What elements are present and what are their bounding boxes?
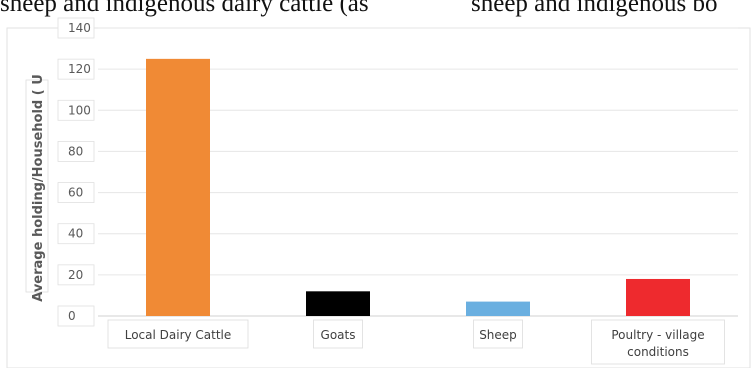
tick-label-box [57,182,95,203]
bar [626,278,690,316]
category-label-box [473,319,523,349]
x-category-label: Poultry - village [611,328,704,342]
y-tick-label: 140 [68,21,91,35]
bar [146,58,210,316]
y-tick-label: 120 [68,62,91,76]
y-axis-title: Average holding/Household ( U [25,74,49,302]
tick-label-box [57,305,95,327]
tick-label-box [57,141,95,162]
bar [306,291,370,316]
y-tick-label: 20 [68,268,83,282]
tick-label-box [57,223,95,245]
body-text-left: sheep and indigenous dairy cattle (as [0,0,369,17]
tick-label-box [57,17,95,39]
category-label-box [591,319,725,365]
y-tick-label: 80 [68,144,83,158]
x-category-label: Sheep [479,328,517,342]
y-axis-ticks: 0 20 40 60 80 100 120 140 [57,17,95,327]
y-tick-label: 40 [68,227,83,241]
tick-label-box [57,99,95,121]
y-tick-label: 100 [68,103,91,117]
category-label-box [107,319,249,349]
bar [466,301,530,316]
x-category-label: Goats [321,328,356,342]
tick-label-box [57,264,95,286]
chart-frame [6,27,751,368]
bars [146,58,690,316]
x-category-label: Local Dairy Cattle [125,328,232,342]
category-label-box [313,319,363,349]
y-tick-label: 0 [68,309,76,323]
tick-label-box [57,58,95,80]
y-tick-label: 60 [68,186,83,200]
x-category-label: conditions [627,345,689,359]
body-text-right: sheep and indigenous bo [471,0,718,17]
y-axis-label: Average holding/Household ( U [31,74,46,302]
x-axis-categories: Local Dairy Cattle Goats Sheep Poultry - vi… [107,319,725,365]
